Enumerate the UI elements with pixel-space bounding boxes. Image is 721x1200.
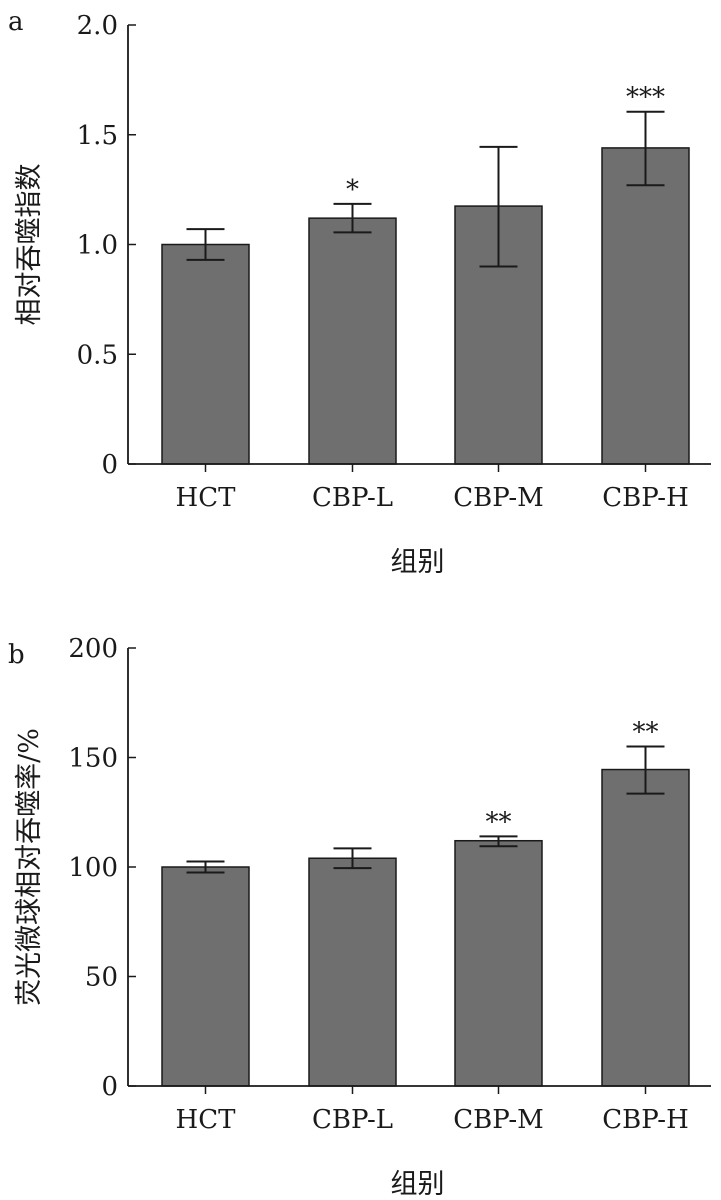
bar-cbp-l [308,857,397,1087]
y-axis-title: 荧光微球相对吞噬率/% [14,728,45,1006]
y-tick-label: 150 [68,744,118,774]
y-tick-label: 1.5 [77,121,118,151]
significance-label: *** [626,83,665,113]
significance-label: * [346,175,359,205]
x-tick-label: CBP-L [312,483,393,513]
y-tick-label: 0 [101,1072,118,1102]
significance-label: ** [633,718,659,748]
x-tick-label: CBP-M [453,483,543,513]
panel-label: a [8,7,24,37]
panel-label: b [8,640,25,670]
y-tick-label: 2.0 [77,11,118,41]
x-tick-label: HCT [176,483,237,513]
chart-panel-a: a HCT * CBP-L CBP-M *** CBP-H 0 0.5 1.0 1.5 2.0 组别 相对… [8,7,711,578]
bar-cbp-l [308,217,397,465]
y-tick-label: 0 [101,450,118,480]
x-tick-label: HCT [176,1105,237,1135]
y-axis-title: 相对吞噬指数 [14,164,45,326]
y-tick-label: 1.0 [77,231,118,261]
x-tick-label: CBP-H [602,483,689,513]
x-tick-label: CBP-H [602,1105,689,1135]
bar-cbp-m [454,839,543,1087]
chart-panel-b: b HCT CBP-L ** CBP-M ** CBP-H 0 50 100 150 200 组别 荧光微… [8,634,711,1200]
x-axis-title: 组别 [391,1169,445,1200]
bar-hct [161,866,250,1087]
significance-label: ** [486,807,512,837]
x-axis-title: 组别 [391,547,445,578]
bar-hct [161,243,250,465]
y-tick-label: 50 [85,963,118,993]
y-tick-label: 200 [68,634,118,664]
y-tick-label: 0.5 [77,340,118,370]
x-tick-label: CBP-M [453,1105,543,1135]
bar-cbp-h [601,147,690,465]
x-tick-label: CBP-L [312,1105,393,1135]
y-tick-label: 100 [68,853,118,883]
bar-cbp-h [601,768,690,1087]
